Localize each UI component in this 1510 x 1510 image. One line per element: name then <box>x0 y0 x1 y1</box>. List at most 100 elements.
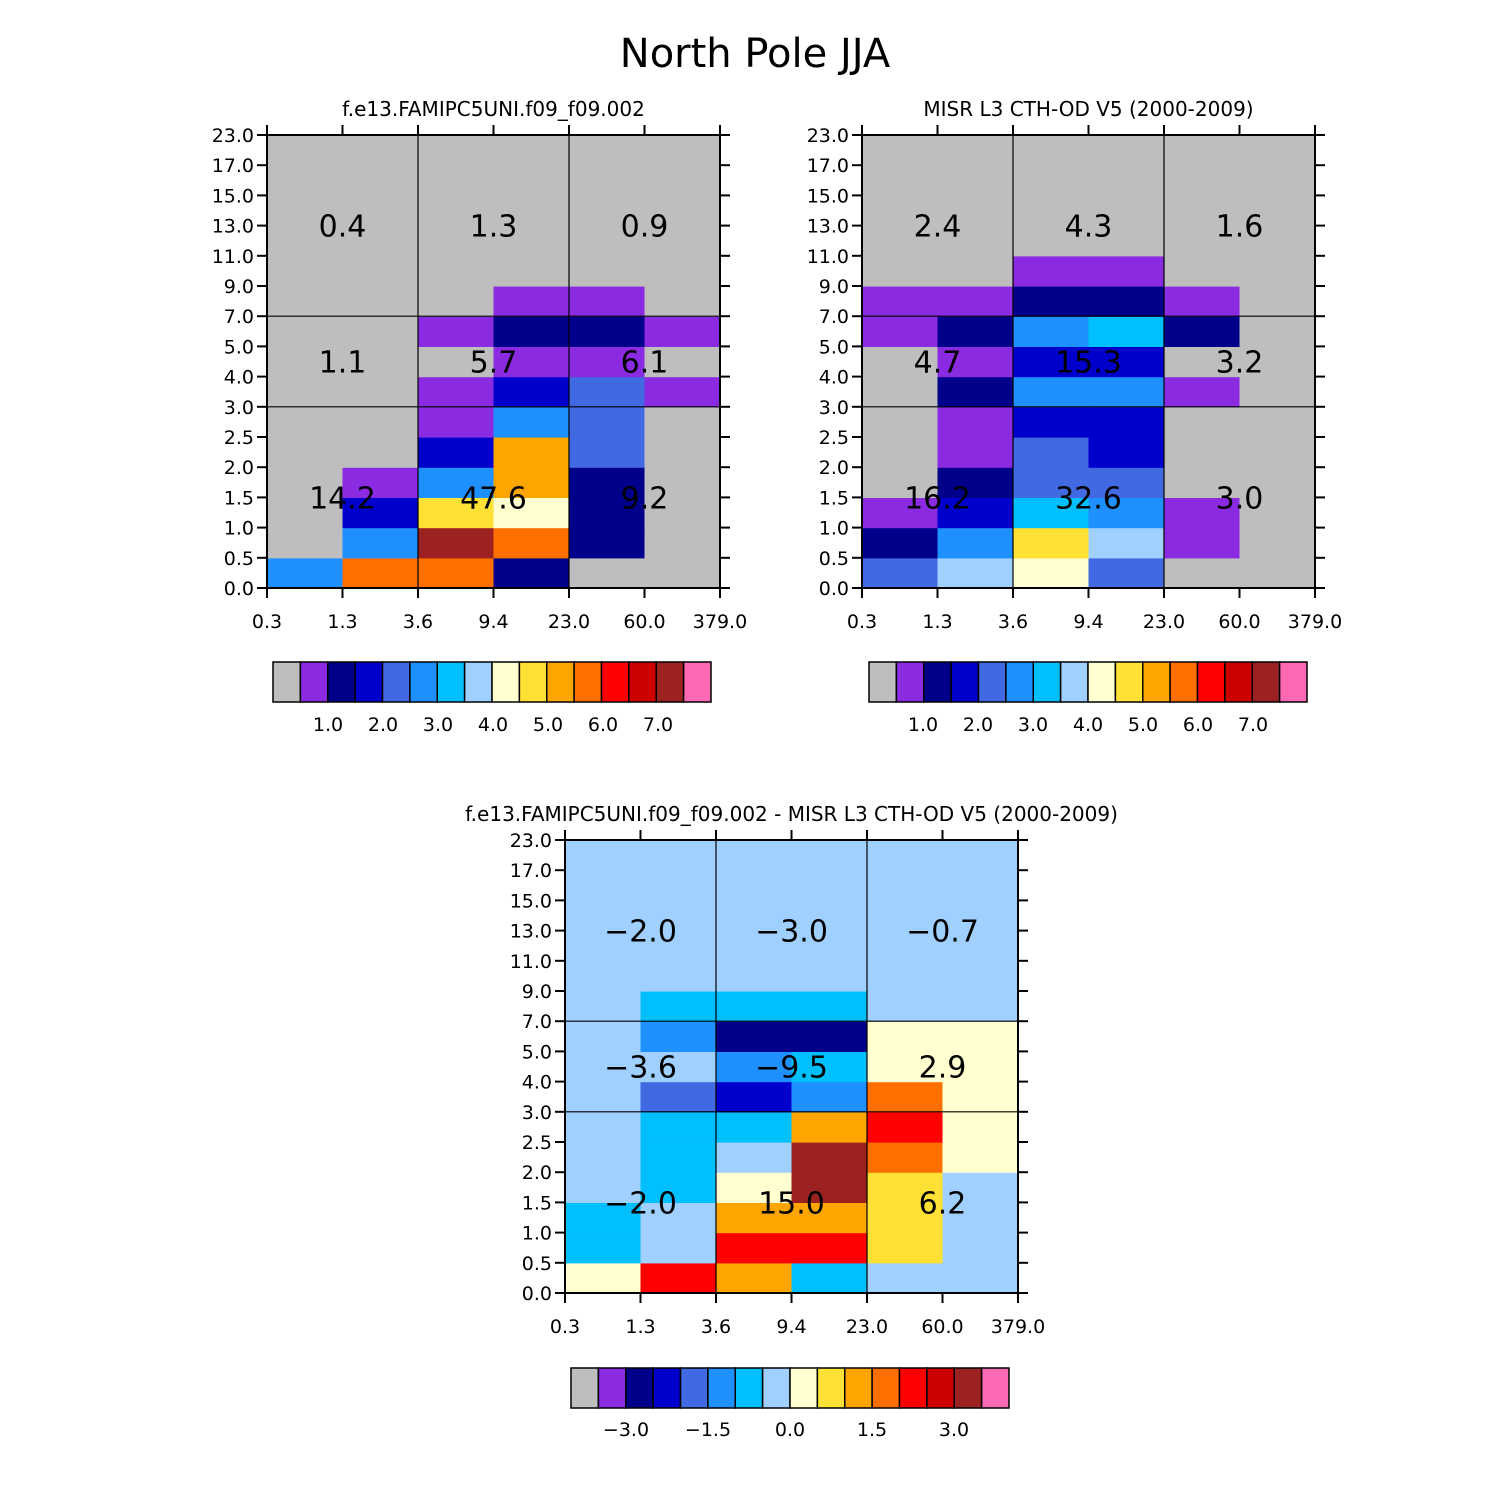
heatmap-cell <box>267 527 344 559</box>
x-tick-label: 23.0 <box>846 1316 888 1338</box>
y-tick-label: 7.0 <box>522 1011 552 1033</box>
y-tick-label: 2.5 <box>819 427 849 449</box>
y-tick-label: 4.0 <box>819 367 849 389</box>
group-value-label: 15.0 <box>758 1186 825 1221</box>
colorbar-label: 3.0 <box>1018 714 1048 736</box>
colorbar-swatch <box>1087 661 1117 703</box>
heatmap-cell <box>862 195 939 227</box>
heatmap-cell <box>267 376 344 408</box>
heatmap-cell <box>569 255 646 287</box>
heatmap-cell <box>342 195 419 227</box>
heatmap-cell <box>942 1232 1019 1264</box>
heatmap-cell <box>791 1172 868 1203</box>
heatmap-cell <box>418 195 495 227</box>
heatmap-cell <box>791 1142 868 1173</box>
heatmap-cell <box>867 1051 944 1083</box>
heatmap-cell <box>418 376 495 408</box>
colorbar-swatch <box>1224 661 1253 703</box>
colorbar-swatch <box>518 661 548 703</box>
heatmap-cell <box>716 1262 793 1294</box>
colorbar-swatch <box>546 661 575 703</box>
heatmap-cell <box>493 376 570 408</box>
heatmap-cell <box>942 870 1019 901</box>
colorbar-swatch <box>761 1367 791 1409</box>
heatmap-cell <box>1239 225 1316 257</box>
heatmap-cell <box>565 1111 642 1143</box>
heatmap-cell <box>1013 255 1090 287</box>
heatmap-cell <box>644 346 721 378</box>
panel-3: f.e13.FAMIPC5UNI.f09_f09.002 - MISR L3 C… <box>465 802 1118 1441</box>
y-tick-label: 2.0 <box>522 1162 552 1184</box>
heatmap-cell <box>942 1081 1019 1113</box>
heatmap-cell <box>342 255 419 287</box>
group-value-label: 14.2 <box>309 481 376 516</box>
colorbar-swatch <box>923 661 952 703</box>
colorbar-swatch <box>1059 661 1089 703</box>
heatmap-cell <box>644 195 721 227</box>
heatmap-cell <box>569 135 646 166</box>
y-tick-label: 11.0 <box>807 246 849 268</box>
heatmap-cell <box>493 406 570 438</box>
heatmap-cell <box>1239 527 1316 559</box>
y-tick-label: 2.5 <box>224 427 254 449</box>
heatmap-cell <box>418 135 495 166</box>
heatmap-cell <box>267 135 344 166</box>
heatmap-cell <box>1088 286 1165 317</box>
heatmap-cell <box>565 900 642 932</box>
colorbar-swatch <box>573 661 603 703</box>
heatmap-cell <box>569 195 646 227</box>
panel-title: f.e13.FAMIPC5UNI.f09_f09.002 <box>342 97 645 121</box>
heatmap-cell <box>342 225 419 257</box>
heatmap-cell <box>862 165 939 196</box>
heatmap-cell <box>640 1051 717 1083</box>
heatmap-cell <box>418 467 495 498</box>
heatmap-cell <box>942 1172 1019 1203</box>
heatmap-cell <box>1088 497 1165 529</box>
heatmap-cell <box>565 1262 642 1294</box>
heatmap-cell <box>1164 557 1241 589</box>
heatmap-cell <box>867 1142 944 1173</box>
y-tick-label: 17.0 <box>212 155 254 177</box>
colorbar-label: 4.0 <box>1073 714 1103 736</box>
heatmap-cell <box>418 527 495 559</box>
heatmap-cell <box>644 497 721 529</box>
y-tick-label: 13.0 <box>510 921 552 943</box>
colorbar-swatch <box>950 661 980 703</box>
heatmap-cell <box>1239 255 1316 287</box>
colorbar-label: 5.0 <box>1128 714 1158 736</box>
group-value-label: 6.1 <box>621 346 669 381</box>
panels: f.e13.FAMIPC5UNI.f09_f09.002 0.0 0.5 1.0 1.5… <box>212 97 1343 1441</box>
heatmap-cell <box>640 1111 717 1143</box>
heatmap-cell <box>644 527 721 559</box>
colorbar-swatch <box>868 661 898 703</box>
colorbar-swatch <box>463 661 493 703</box>
y-tick-label: 9.0 <box>819 276 849 298</box>
heatmap-cell <box>342 135 419 166</box>
heatmap-cell <box>342 557 419 589</box>
heatmap-cell <box>565 1142 642 1173</box>
heatmap-cell <box>1239 316 1316 347</box>
heatmap-cell <box>862 437 939 468</box>
colorbar: 1.0 2.0 3.0 4.0 5.0 6.0 7.0 <box>272 661 712 736</box>
heatmap-cell <box>716 1021 793 1052</box>
y-tick-label: 15.0 <box>212 185 254 207</box>
colorbar-swatch <box>625 1367 654 1409</box>
heatmap-cell <box>942 930 1019 962</box>
x-tick-label: 23.0 <box>1143 611 1185 633</box>
heatmap-cell <box>716 1202 793 1234</box>
y-tick-label: 1.5 <box>819 487 849 509</box>
panel-title: MISR L3 CTH-OD V5 (2000-2009) <box>923 97 1253 121</box>
heatmap-cell <box>644 557 721 589</box>
heatmap-cell <box>565 960 642 992</box>
heatmap-cell <box>493 497 570 529</box>
heatmap-cell <box>791 930 868 962</box>
group-value-label: −0.7 <box>906 915 979 950</box>
heatmap-cell <box>937 467 1014 498</box>
heatmap-cell <box>862 376 939 408</box>
y-tick-label: 23.0 <box>510 830 552 852</box>
heatmap-cell <box>342 437 419 468</box>
heatmap-cell <box>418 497 495 529</box>
heatmap-cell <box>791 960 868 992</box>
heatmap-cell <box>569 286 646 317</box>
group-value-label: 1.3 <box>470 210 518 245</box>
